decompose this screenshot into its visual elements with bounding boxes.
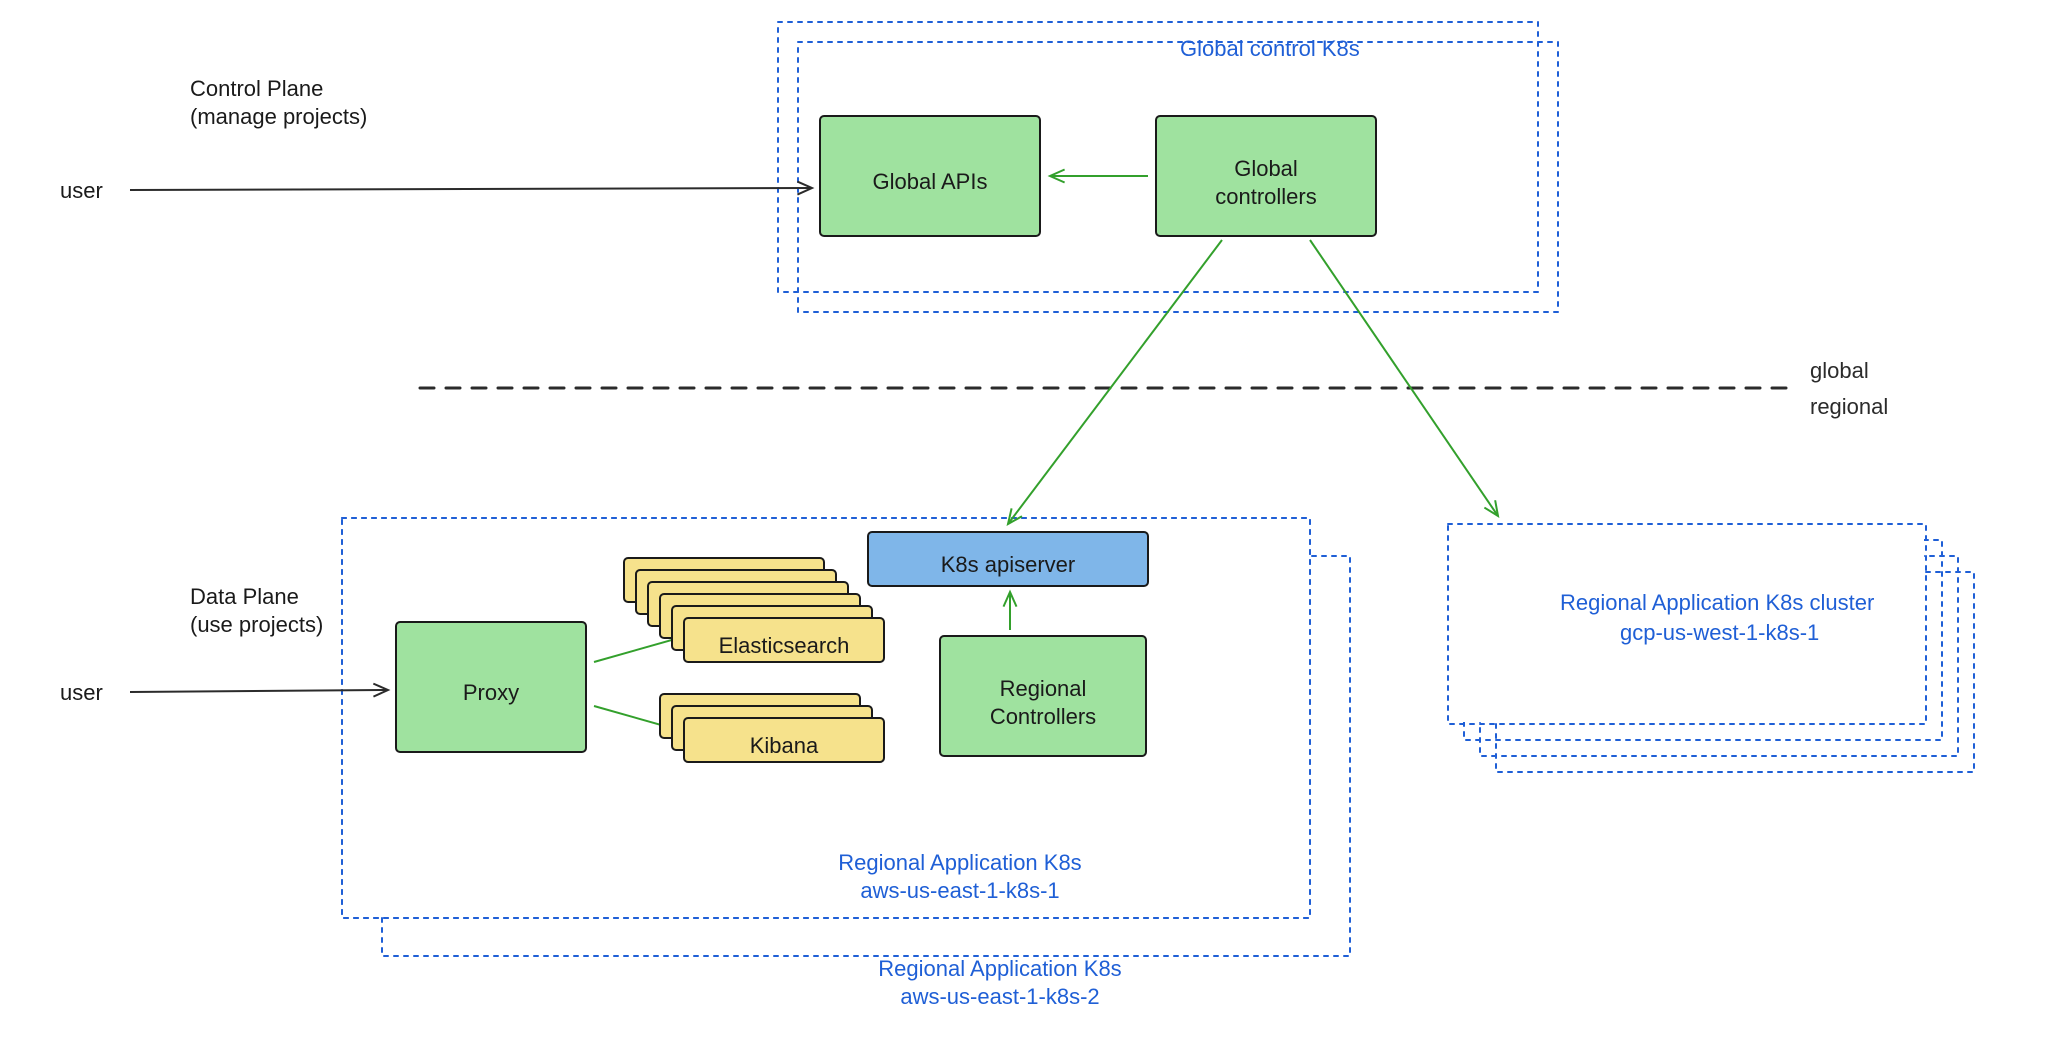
architecture-diagram: Global control K8s Regional Application K… — [0, 0, 2048, 1046]
svg-text:Elasticsearch: Elasticsearch — [719, 633, 850, 658]
svg-text:Proxy: Proxy — [463, 680, 519, 705]
svg-text:(manage projects): (manage projects) — [190, 104, 367, 129]
svg-text:aws-us-east-1-k8s-1: aws-us-east-1-k8s-1 — [860, 878, 1059, 903]
svg-text:gcp-us-west-1-k8s-1: gcp-us-west-1-k8s-1 — [1620, 620, 1819, 645]
svg-text:(use projects): (use projects) — [190, 612, 323, 637]
svg-text:Global: Global — [1234, 156, 1298, 181]
svg-text:Regional: Regional — [1000, 676, 1087, 701]
svg-text:aws-us-east-1-k8s-2: aws-us-east-1-k8s-2 — [900, 984, 1099, 1009]
svg-text:Regional Application K8s clust: Regional Application K8s cluster — [1560, 590, 1874, 615]
svg-text:Global control K8s: Global control K8s — [1180, 36, 1360, 61]
svg-text:Global APIs: Global APIs — [873, 169, 988, 194]
user-label-bottom: user — [60, 680, 103, 705]
data-plane-label: Data Plane — [190, 584, 299, 609]
svg-text:controllers: controllers — [1215, 184, 1316, 209]
svg-text:Controllers: Controllers — [990, 704, 1096, 729]
svg-text:K8s apiserver: K8s apiserver — [941, 552, 1076, 577]
control-plane-label: Control Plane — [190, 76, 323, 101]
svg-text:Kibana: Kibana — [750, 733, 819, 758]
svg-text:global: global — [1810, 358, 1869, 383]
user-label-top: user — [60, 178, 103, 203]
svg-text:Regional Application K8s: Regional Application K8s — [838, 850, 1081, 875]
svg-text:regional: regional — [1810, 394, 1888, 419]
svg-text:Regional Application K8s: Regional Application K8s — [878, 956, 1121, 981]
